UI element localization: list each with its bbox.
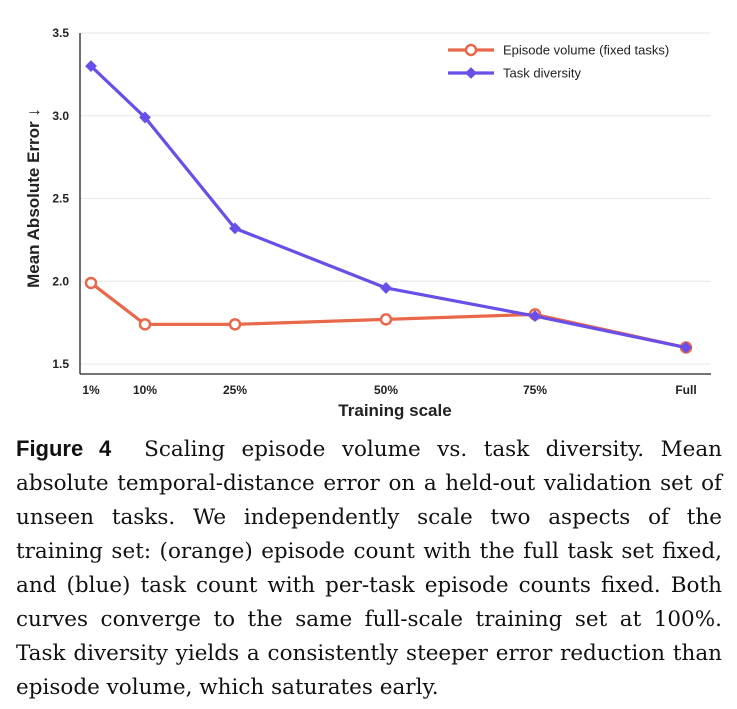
data-point	[228, 318, 242, 331]
y-tick-label: 2.5	[52, 192, 69, 206]
x-tick-label: 25%	[223, 383, 247, 397]
series-task-diversity	[85, 60, 692, 354]
data-point	[380, 282, 392, 294]
data-point	[229, 222, 241, 235]
x-tick-label: 75%	[523, 383, 547, 397]
legend-swatch-marker	[464, 43, 478, 57]
x-tick-label: 10%	[133, 383, 157, 397]
y-axis-title: Mean Absolute Error ↓	[24, 108, 43, 288]
chart: 1.5 2.0 2.5 3.0 3.5 1% 10% 25% 50% 75% Full Episo…	[24, 26, 711, 420]
x-tick-label: 50%	[374, 383, 398, 397]
data-point	[680, 341, 692, 354]
y-tick-label: 1.5	[52, 357, 69, 371]
y-tick-label: 2.0	[52, 274, 69, 288]
legend-label: Task diversity	[503, 66, 582, 81]
x-axis-title: Training scale	[338, 401, 451, 420]
y-tick-label: 3.0	[52, 109, 69, 123]
figure-label: Figure 4	[16, 436, 112, 461]
data-point	[529, 310, 541, 322]
x-tick-label: 1%	[82, 383, 100, 397]
x-tick-labels: 1% 10% 25% 50% 75% Full	[82, 383, 696, 397]
data-point	[84, 276, 98, 290]
legend: Episode volume (fixed tasks) Task diversi…	[448, 43, 669, 81]
figure-caption: Figure 4 Scaling episode volume vs. task…	[16, 432, 722, 705]
grid-lines	[80, 32, 711, 365]
axes	[79, 33, 711, 375]
series	[84, 60, 693, 354]
legend-entry: Task diversity	[448, 66, 582, 81]
legend-entry: Episode volume (fixed tasks)	[448, 43, 669, 58]
caption-text: Scaling episode volume vs. task diversit…	[16, 437, 723, 700]
data-point	[379, 313, 393, 326]
legend-label: Episode volume (fixed tasks)	[503, 43, 669, 58]
data-point	[138, 318, 152, 331]
data-point	[85, 60, 97, 73]
series-line	[89, 64, 688, 350]
data-point	[139, 111, 151, 124]
y-tick-labels: 1.5 2.0 2.5 3.0 3.5	[52, 26, 69, 371]
y-tick-label: 3.5	[52, 26, 69, 40]
x-tick-label: Full	[675, 383, 696, 397]
legend-swatch-marker	[465, 67, 477, 79]
